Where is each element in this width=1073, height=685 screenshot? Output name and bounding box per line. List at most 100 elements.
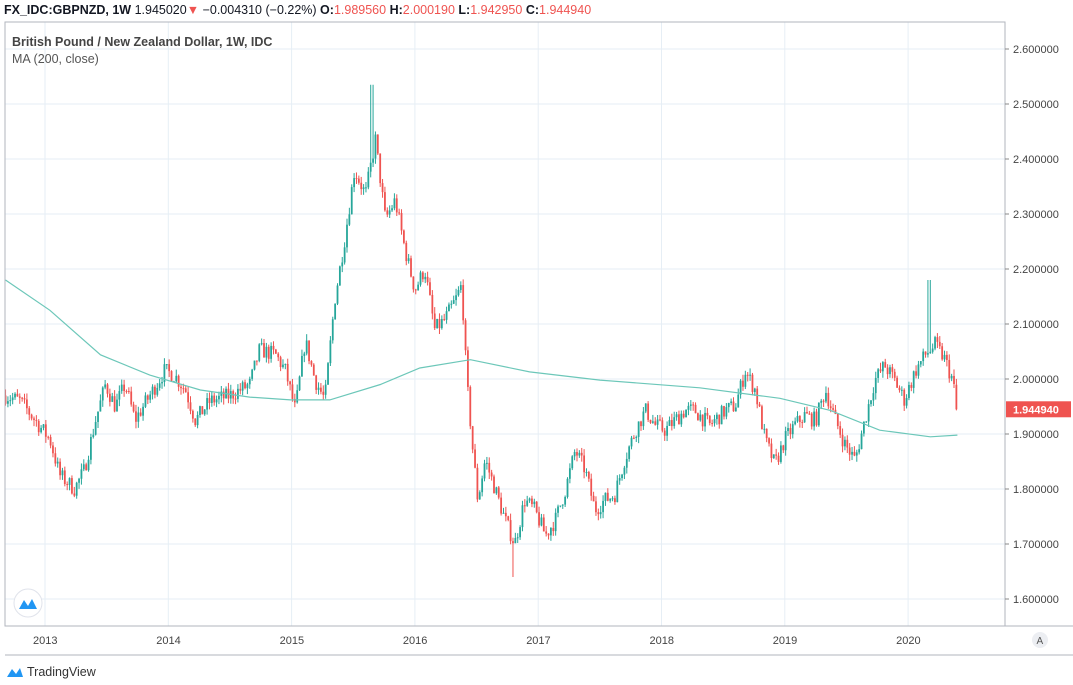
candle-body bbox=[405, 242, 408, 262]
candle-body bbox=[673, 417, 676, 427]
candle-body bbox=[324, 384, 327, 395]
candle-body bbox=[381, 183, 384, 193]
candle-body bbox=[384, 192, 386, 211]
candle-body bbox=[827, 392, 830, 407]
tradingview-logo-button[interactable] bbox=[13, 588, 43, 618]
candle-body bbox=[689, 404, 692, 406]
legend-indicator[interactable]: MA (200, close) bbox=[12, 52, 99, 66]
brand[interactable]: TradingView bbox=[6, 665, 96, 679]
candle-body bbox=[886, 367, 889, 375]
candle-body bbox=[502, 512, 505, 514]
candle-body bbox=[357, 178, 360, 183]
candle-body bbox=[512, 541, 514, 544]
x-tick-label: 2019 bbox=[773, 635, 797, 647]
x-tick-label: 2015 bbox=[280, 635, 304, 647]
close-label: C: bbox=[525, 3, 540, 17]
candle-body bbox=[75, 482, 78, 496]
candle-body bbox=[791, 424, 794, 435]
candle-body bbox=[723, 406, 725, 417]
candle-body bbox=[18, 396, 21, 398]
candle-body bbox=[56, 461, 59, 464]
candle-body bbox=[78, 478, 80, 483]
candle-body bbox=[177, 375, 180, 387]
candle-body bbox=[789, 428, 792, 435]
candle-body bbox=[386, 210, 389, 215]
candle-body bbox=[621, 474, 623, 479]
candle-body bbox=[780, 445, 782, 462]
candle-body bbox=[758, 404, 761, 407]
candle-body bbox=[540, 517, 543, 526]
candle-body bbox=[585, 472, 588, 474]
y-tick-label: 2.000000 bbox=[1013, 374, 1059, 386]
candle-body bbox=[488, 462, 491, 473]
candle-body bbox=[350, 187, 353, 215]
candle-body bbox=[637, 421, 640, 437]
candle-body bbox=[33, 418, 35, 420]
candle-body bbox=[554, 512, 557, 532]
low-label: L: bbox=[458, 3, 471, 17]
candle-body bbox=[414, 289, 417, 291]
candle-body bbox=[106, 384, 109, 394]
candle-body bbox=[201, 406, 204, 415]
candle-body bbox=[485, 462, 488, 464]
candle-body bbox=[950, 375, 953, 379]
candle-body bbox=[239, 388, 242, 391]
candle-body bbox=[289, 381, 291, 385]
candle-body bbox=[21, 397, 24, 399]
candle-body bbox=[258, 344, 261, 361]
x-tick-label: 2020 bbox=[896, 635, 920, 647]
candle-body bbox=[490, 472, 493, 477]
candle-body bbox=[35, 419, 38, 421]
candle-body bbox=[936, 337, 939, 342]
candle-body bbox=[253, 360, 256, 370]
auto-scale-button[interactable]: A bbox=[1032, 632, 1048, 648]
candle-body bbox=[640, 421, 642, 427]
candle-body bbox=[393, 198, 396, 209]
candle-body bbox=[825, 392, 827, 402]
candle-body bbox=[808, 413, 811, 415]
candle-body bbox=[632, 437, 635, 439]
candles bbox=[4, 84, 958, 577]
candle-body bbox=[761, 406, 763, 430]
candle-body bbox=[919, 361, 922, 365]
candle-body bbox=[445, 311, 448, 320]
candle-body bbox=[28, 408, 31, 415]
candle-body bbox=[516, 537, 519, 539]
candle-body bbox=[566, 478, 569, 497]
candle-body bbox=[725, 407, 728, 417]
candle-body bbox=[331, 319, 334, 341]
low-value: 1.942950 bbox=[470, 3, 523, 17]
candle-body bbox=[194, 418, 197, 426]
candle-body bbox=[431, 294, 434, 314]
candle-body bbox=[815, 411, 818, 426]
candle-body bbox=[507, 516, 510, 521]
candle-body bbox=[407, 258, 410, 262]
candle-body bbox=[727, 403, 730, 408]
candle-body bbox=[599, 512, 602, 515]
candle-body bbox=[730, 401, 733, 404]
candle-body bbox=[263, 343, 265, 358]
candle-body bbox=[66, 484, 69, 486]
candle-body bbox=[647, 403, 650, 420]
candle-body bbox=[467, 350, 469, 387]
candle-body bbox=[132, 404, 135, 412]
x-tick-label: 2017 bbox=[526, 635, 550, 647]
svg-text:1.944940: 1.944940 bbox=[1013, 404, 1059, 416]
candle-body bbox=[362, 187, 365, 190]
candle-body bbox=[123, 384, 126, 391]
candle-body bbox=[497, 487, 500, 498]
candle-body bbox=[889, 367, 891, 375]
x-tick-label: 2013 bbox=[33, 635, 57, 647]
candle-body bbox=[630, 437, 633, 447]
candle-body bbox=[867, 404, 870, 422]
candle-body bbox=[571, 456, 574, 469]
candle-body bbox=[929, 351, 932, 354]
price-axis[interactable]: 1.600000 1.700000 1.800000 1.900000 2.000000… bbox=[1005, 44, 1059, 606]
candle-body bbox=[701, 414, 704, 427]
time-axis[interactable]: 2013 2014 2015 2016 2017 2018 2019 2020 bbox=[33, 635, 921, 647]
candle-body bbox=[168, 364, 171, 372]
candle-body bbox=[120, 384, 123, 392]
candle-body bbox=[54, 453, 57, 464]
